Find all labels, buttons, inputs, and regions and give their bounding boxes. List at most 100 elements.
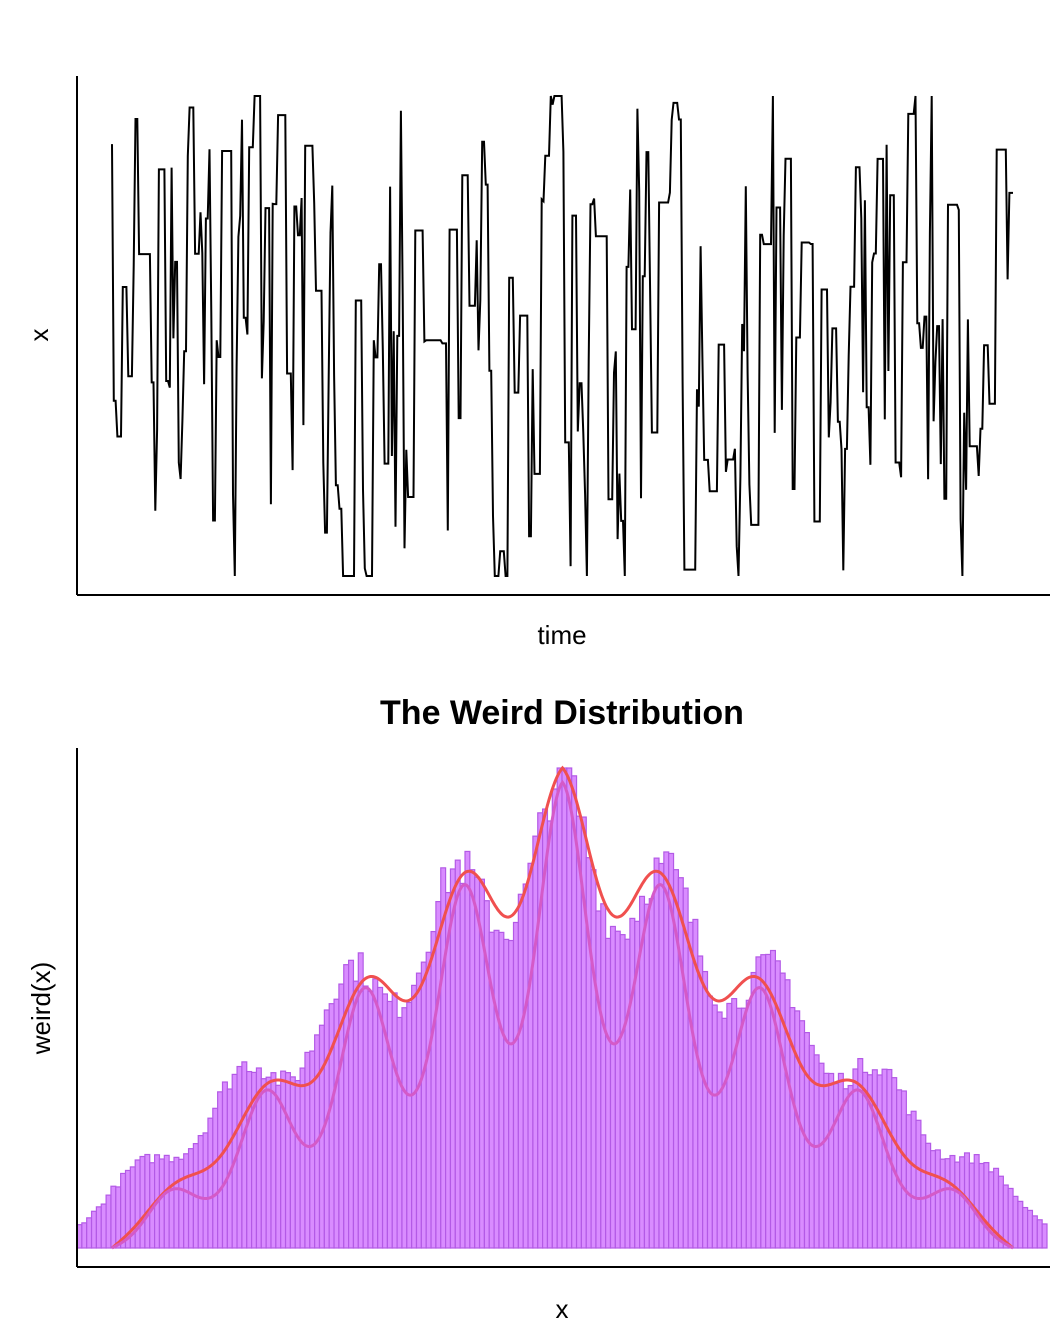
- hist-bar: [745, 999, 752, 1249]
- hist-bar: [299, 1067, 306, 1249]
- hist-bar: [959, 1156, 966, 1249]
- hist-curves: [111, 765, 1014, 1250]
- hist-bar: [95, 1206, 102, 1249]
- ts-xlabel: time: [537, 620, 586, 650]
- hist-bar: [469, 869, 476, 1249]
- hist-bar: [973, 1154, 980, 1249]
- hist-bar: [823, 1072, 830, 1249]
- hist-bar: [323, 1009, 330, 1249]
- hist-bar: [173, 1156, 180, 1249]
- hist-bar: [648, 898, 655, 1249]
- hist-bar: [420, 961, 427, 1249]
- hist-bar: [289, 1076, 296, 1249]
- hist-bar: [86, 1217, 93, 1249]
- hist-bar: [197, 1134, 204, 1249]
- hist-bar: [372, 978, 379, 1249]
- hist-bar: [168, 1161, 175, 1249]
- hist-bar: [852, 1068, 859, 1249]
- hist-bar: [595, 910, 602, 1249]
- hist-bar: [512, 921, 519, 1249]
- hist-bar: [430, 930, 437, 1249]
- hist-bar: [949, 1154, 956, 1249]
- hist-bar: [551, 788, 558, 1249]
- hist-bar: [619, 934, 626, 1249]
- hist-xlabel: x: [556, 1294, 569, 1324]
- hist-bar: [537, 812, 544, 1249]
- hist-bar: [134, 1159, 141, 1249]
- hist-bar: [294, 1079, 301, 1249]
- hist-bar: [246, 1070, 253, 1249]
- hist-bar: [100, 1203, 107, 1249]
- hist-bar: [1036, 1219, 1043, 1249]
- hist-bar: [352, 980, 359, 1249]
- hist-bar: [755, 956, 762, 1249]
- hist-bar: [110, 1185, 117, 1249]
- hist-bar: [435, 900, 442, 1249]
- hist-bar: [934, 1149, 941, 1249]
- hist-bar: [939, 1158, 946, 1249]
- hist-bar: [459, 882, 466, 1249]
- hist-bar: [270, 1072, 277, 1249]
- hist-bar: [493, 929, 500, 1249]
- ts-ylabel: x: [24, 329, 54, 342]
- hist-bar: [920, 1134, 927, 1249]
- hist-bar: [144, 1153, 151, 1249]
- hist-bar: [503, 938, 510, 1249]
- hist-bar: [517, 893, 524, 1249]
- hist-bar: [983, 1162, 990, 1249]
- hist-bar: [842, 1088, 849, 1249]
- true-density-curve: [111, 765, 1014, 1250]
- hist-bar: [556, 767, 563, 1249]
- hist-bar: [609, 925, 616, 1249]
- hist-bar: [280, 1070, 287, 1249]
- hist-bar: [362, 985, 369, 1249]
- hist-bar: [265, 1076, 272, 1249]
- hist-bar: [818, 1062, 825, 1249]
- hist-bar: [643, 903, 650, 1249]
- histogram-panel: The Weird Distribution x weird(x): [26, 694, 1050, 1324]
- hist-bar: [837, 1072, 844, 1249]
- hist-bar: [876, 1074, 883, 1249]
- hist-bar: [474, 876, 481, 1249]
- hist-bar: [396, 1016, 403, 1249]
- hist-bar: [411, 984, 418, 1249]
- hist-bar: [236, 1065, 243, 1249]
- hist-bar: [726, 1002, 733, 1249]
- hist-bar: [629, 917, 636, 1249]
- hist-bar: [600, 903, 607, 1249]
- hist-bar: [910, 1110, 917, 1249]
- hist-bar: [929, 1150, 937, 1249]
- hist-bar: [711, 1004, 718, 1249]
- hist-bar: [115, 1186, 122, 1249]
- hist-bar: [954, 1161, 961, 1249]
- hist-bar: [1026, 1209, 1034, 1249]
- hist-bar: [90, 1210, 98, 1249]
- hist-bar: [896, 1089, 903, 1249]
- hist-bar: [217, 1091, 224, 1249]
- hist-bar: [1022, 1206, 1029, 1249]
- hist-bar: [881, 1068, 888, 1249]
- hist-bar: [740, 1007, 747, 1249]
- hist-bar: [139, 1155, 146, 1249]
- hist-bar: [498, 931, 505, 1249]
- hist-bar: [187, 1148, 195, 1249]
- hist-bar: [163, 1154, 170, 1249]
- hist-bar: [1041, 1223, 1048, 1249]
- hist-bar: [784, 979, 791, 1249]
- hist-ylabel: weird(x): [26, 962, 56, 1055]
- hist-bar: [546, 820, 553, 1249]
- hist-bar: [508, 939, 515, 1249]
- hist-bar: [605, 937, 612, 1249]
- hist-bar: [207, 1117, 214, 1249]
- hist-bar: [731, 997, 738, 1249]
- hist-bar: [794, 1010, 801, 1249]
- hist-bar: [425, 951, 432, 1249]
- hist-bar: [81, 1222, 88, 1249]
- hist-bar: [391, 992, 398, 1249]
- hist-bar: [702, 970, 709, 1249]
- hist-bar: [590, 869, 597, 1249]
- hist-bar: [653, 857, 660, 1249]
- hist-bar: [687, 921, 694, 1249]
- hist-bar: [944, 1158, 951, 1249]
- hist-title: The Weird Distribution: [380, 694, 744, 732]
